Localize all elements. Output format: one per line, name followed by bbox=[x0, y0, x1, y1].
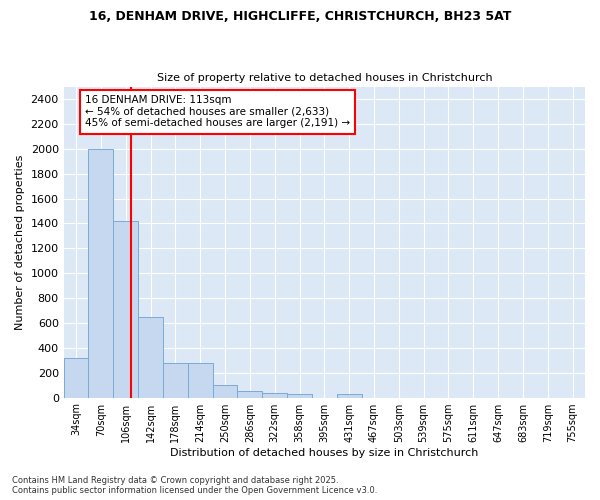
Bar bbox=[163, 362, 188, 398]
X-axis label: Distribution of detached houses by size in Christchurch: Distribution of detached houses by size … bbox=[170, 448, 479, 458]
Bar bbox=[138, 316, 163, 398]
Bar bbox=[337, 394, 362, 398]
Bar bbox=[113, 221, 138, 398]
Bar bbox=[88, 149, 113, 398]
Bar bbox=[238, 392, 262, 398]
Y-axis label: Number of detached properties: Number of detached properties bbox=[15, 154, 25, 330]
Title: Size of property relative to detached houses in Christchurch: Size of property relative to detached ho… bbox=[157, 73, 492, 83]
Bar bbox=[287, 394, 312, 398]
Bar bbox=[188, 362, 212, 398]
Bar bbox=[262, 392, 287, 398]
Bar bbox=[212, 385, 238, 398]
Text: 16 DENHAM DRIVE: 113sqm
← 54% of detached houses are smaller (2,633)
45% of semi: 16 DENHAM DRIVE: 113sqm ← 54% of detache… bbox=[85, 96, 350, 128]
Text: 16, DENHAM DRIVE, HIGHCLIFFE, CHRISTCHURCH, BH23 5AT: 16, DENHAM DRIVE, HIGHCLIFFE, CHRISTCHUR… bbox=[89, 10, 511, 23]
Bar bbox=[64, 358, 88, 398]
Text: Contains HM Land Registry data © Crown copyright and database right 2025.
Contai: Contains HM Land Registry data © Crown c… bbox=[12, 476, 377, 495]
